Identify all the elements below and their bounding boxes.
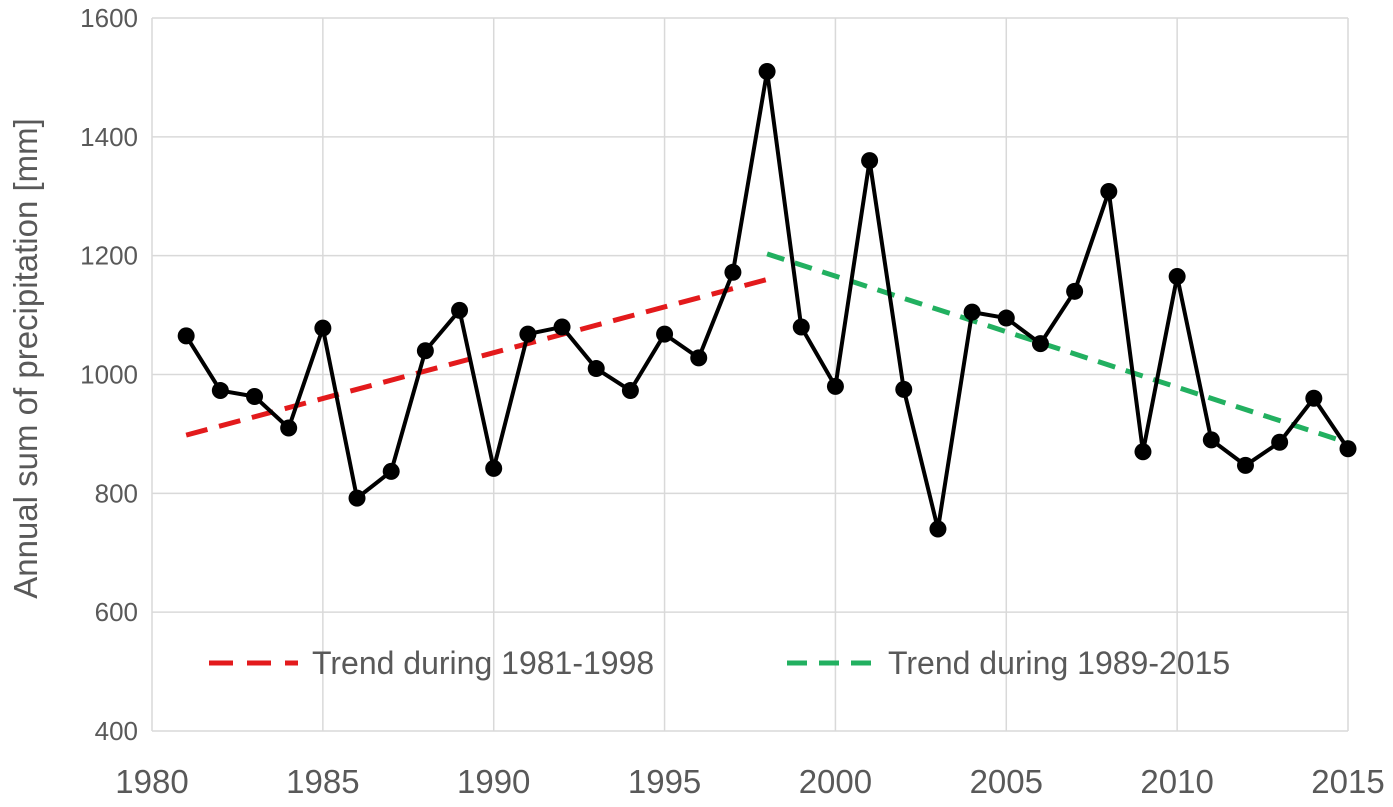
data-point bbox=[1168, 267, 1186, 285]
x-tick-label: 1995 bbox=[628, 763, 701, 800]
data-series bbox=[177, 62, 1357, 538]
data-point bbox=[929, 520, 947, 538]
x-tick-label: 1985 bbox=[286, 763, 359, 800]
data-point bbox=[1305, 389, 1323, 407]
data-point bbox=[1271, 433, 1289, 451]
grid bbox=[151, 17, 1349, 732]
x-axis-ticks: 1980 1985 1990 1995 2000 2005 2010 2015 bbox=[115, 763, 1384, 800]
data-point bbox=[656, 325, 674, 343]
data-point bbox=[724, 263, 742, 281]
data-point bbox=[1031, 335, 1049, 353]
data-point bbox=[1339, 440, 1357, 458]
x-tick-label: 2010 bbox=[1140, 763, 1213, 800]
data-point bbox=[963, 303, 981, 321]
legend-label-trend-1989-2015: Trend during 1989-2015 bbox=[888, 645, 1230, 681]
data-point bbox=[997, 309, 1015, 327]
data-point bbox=[895, 380, 913, 398]
legend-label-trend-1981-1998: Trend during 1981-1998 bbox=[312, 645, 654, 681]
data-point bbox=[314, 319, 332, 337]
y-tick-label: 400 bbox=[95, 716, 138, 746]
data-point bbox=[211, 382, 229, 400]
y-tick-label: 1600 bbox=[80, 3, 138, 33]
x-tick-label: 2015 bbox=[1311, 763, 1384, 800]
data-point bbox=[1100, 182, 1118, 200]
y-axis-title: Annual sum of precipitation [mm] bbox=[7, 118, 44, 599]
data-point bbox=[246, 387, 264, 405]
data-point bbox=[553, 318, 571, 336]
data-point bbox=[690, 349, 708, 367]
y-tick-label: 800 bbox=[95, 478, 138, 508]
data-point bbox=[587, 360, 605, 378]
y-tick-label: 600 bbox=[95, 597, 138, 627]
data-point bbox=[519, 325, 537, 343]
data-point bbox=[382, 462, 400, 480]
x-tick-label: 1980 bbox=[115, 763, 188, 800]
data-point bbox=[792, 318, 810, 336]
data-point bbox=[621, 382, 639, 400]
data-point bbox=[416, 342, 434, 360]
data-point bbox=[177, 327, 195, 345]
data-point bbox=[280, 419, 298, 437]
legend: Trend during 1981-1998 Trend during 1989… bbox=[209, 645, 1230, 681]
data-point bbox=[758, 62, 776, 80]
trend-line bbox=[766, 251, 1349, 446]
data-point bbox=[1236, 456, 1254, 474]
y-tick-label: 1200 bbox=[80, 241, 138, 271]
data-point bbox=[485, 459, 503, 477]
data-point bbox=[1202, 431, 1220, 449]
x-tick-label: 2000 bbox=[799, 763, 872, 800]
x-tick-label: 1990 bbox=[457, 763, 530, 800]
data-point bbox=[451, 301, 469, 319]
data-point bbox=[348, 489, 366, 507]
y-tick-label: 1000 bbox=[80, 360, 138, 390]
data-point bbox=[1134, 443, 1152, 461]
y-axis-ticks: 400 600 800 1000 1200 1400 1600 bbox=[80, 3, 138, 746]
trend-lines bbox=[185, 251, 1349, 446]
data-point bbox=[861, 152, 879, 170]
data-point bbox=[826, 377, 844, 395]
data-point bbox=[1066, 282, 1084, 300]
y-tick-label: 1400 bbox=[80, 122, 138, 152]
series-line bbox=[184, 69, 1350, 531]
x-tick-label: 2005 bbox=[970, 763, 1043, 800]
